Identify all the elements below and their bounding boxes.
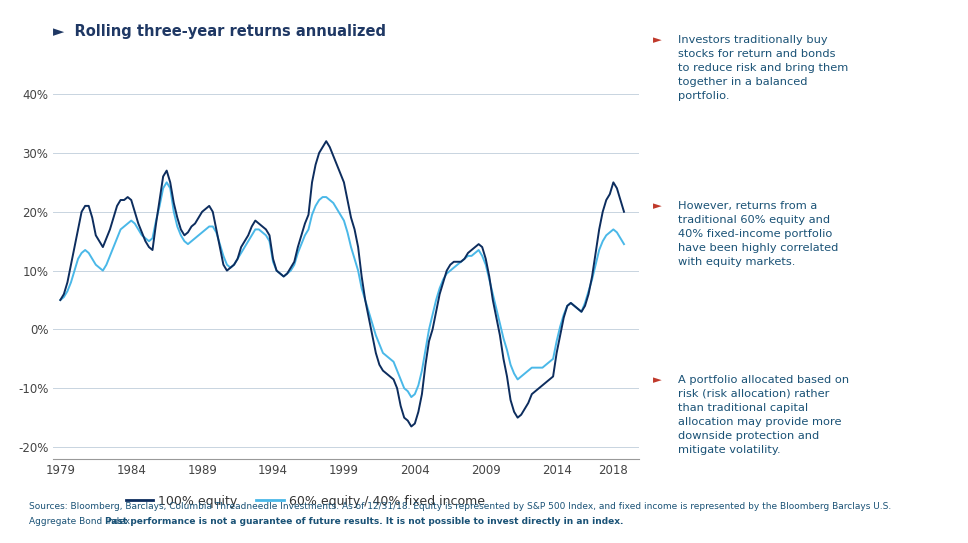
Text: ►: ► xyxy=(653,35,662,45)
Text: ►: ► xyxy=(653,375,662,384)
Legend: 100% equity, 60% equity / 40% fixed income: 100% equity, 60% equity / 40% fixed inco… xyxy=(121,490,490,513)
Text: A portfolio allocated based on
risk (risk allocation) rather
than traditional ca: A portfolio allocated based on risk (ris… xyxy=(678,375,849,454)
Text: ►  Rolling three-year returns annualized: ► Rolling three-year returns annualized xyxy=(53,24,386,40)
Text: However, returns from a
traditional 60% equity and
40% fixed-income portfolio
ha: However, returns from a traditional 60% … xyxy=(678,201,838,267)
Text: Investors traditionally buy
stocks for return and bonds
to reduce risk and bring: Investors traditionally buy stocks for r… xyxy=(678,35,848,102)
Text: Sources: Bloomberg, Barclays, Columbia Threadneedle Investments. As of 12/31/18.: Sources: Bloomberg, Barclays, Columbia T… xyxy=(29,502,892,512)
Text: Past performance is not a guarantee of future results. It is not possible to inv: Past performance is not a guarantee of f… xyxy=(105,517,623,526)
Text: ►: ► xyxy=(653,201,662,211)
Text: Aggregate Bond Index.: Aggregate Bond Index. xyxy=(29,517,136,526)
